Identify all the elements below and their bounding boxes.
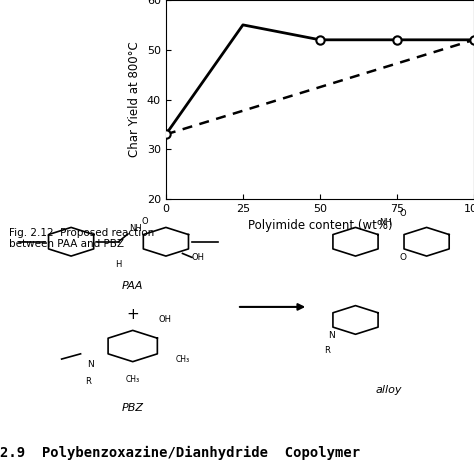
- Text: PAA: PAA: [122, 281, 144, 291]
- X-axis label: Polyimide content (wt%): Polyimide content (wt%): [247, 219, 392, 232]
- Text: 2.9  Polybenzoxazine/Dianhydride  Copolymer: 2.9 Polybenzoxazine/Dianhydride Copolyme…: [0, 446, 360, 460]
- Text: H: H: [115, 260, 122, 269]
- Text: OH: OH: [159, 315, 172, 324]
- Text: Fig. 2.12  Proposed reaction
between PAA and PBZ: Fig. 2.12 Proposed reaction between PAA …: [9, 228, 155, 249]
- Text: NH: NH: [129, 224, 142, 233]
- Text: O: O: [400, 253, 406, 262]
- Text: R: R: [324, 346, 330, 355]
- Text: N: N: [87, 360, 93, 369]
- Text: OH: OH: [192, 253, 205, 262]
- Text: O: O: [400, 210, 406, 218]
- Text: PBZ: PBZ: [122, 403, 144, 413]
- Text: +: +: [127, 307, 139, 322]
- Text: CH₃: CH₃: [175, 355, 190, 364]
- Text: R: R: [85, 377, 91, 386]
- Text: NH: NH: [379, 219, 392, 228]
- Y-axis label: Char Yield at 800°C: Char Yield at 800°C: [128, 42, 141, 157]
- Text: O: O: [141, 217, 148, 226]
- Text: alloy: alloy: [375, 385, 402, 395]
- Text: N: N: [328, 331, 335, 340]
- Text: CH₃: CH₃: [126, 374, 140, 383]
